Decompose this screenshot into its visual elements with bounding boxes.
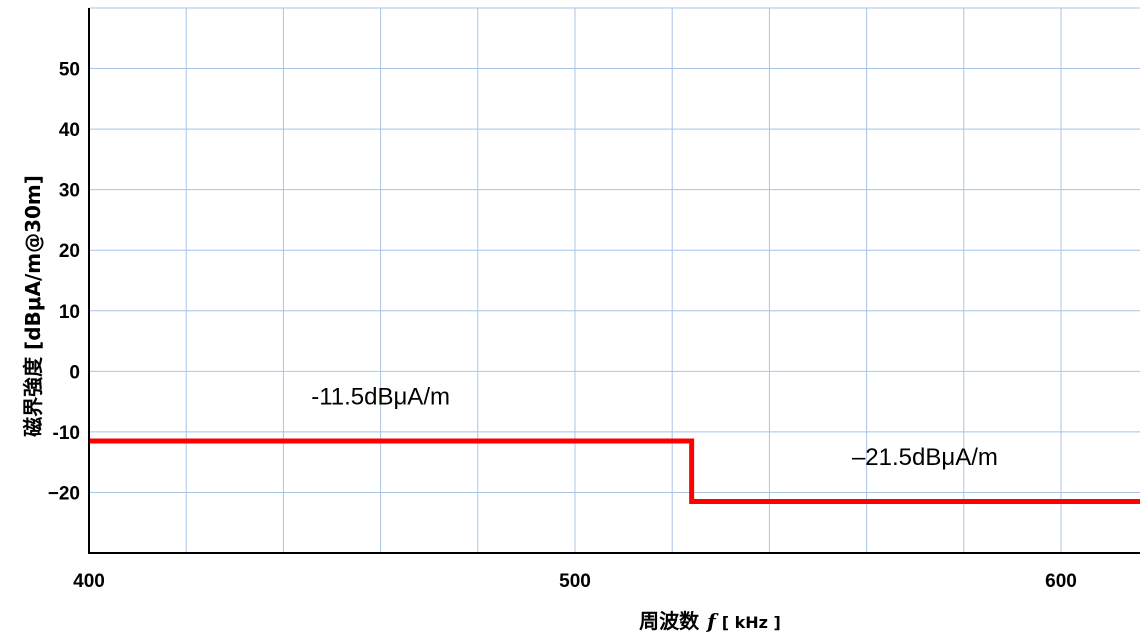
x-axis-label-symbol: f [705, 609, 719, 633]
y-tick-label: 10 [59, 302, 80, 323]
y-tick-label: -10 [53, 423, 80, 444]
series-layer [89, 438, 1140, 505]
x-axis-label-text: 周波数 [639, 609, 700, 633]
annotations: -11.5dBμA/m –21.5dBμA/m [311, 384, 998, 472]
y-tick-label: −20 [48, 483, 80, 504]
series-line [89, 438, 1140, 505]
x-tick-labels: 400 500 600 [73, 571, 1077, 592]
y-tick-label: 30 [59, 181, 80, 202]
x-axis-label: 周波数 f [ kHz ] [639, 609, 781, 633]
grid [89, 7, 1140, 553]
x-axis-label-unit: [ kHz ] [722, 613, 781, 632]
y-axis-label: 磁界強度 [dBμA/m@30m] [21, 175, 45, 437]
x-tick-label: 500 [559, 571, 591, 592]
axes [88, 8, 1140, 554]
annotation-label: -11.5dBμA/m [311, 384, 450, 411]
y-tick-labels: −20 -10 0 10 20 30 40 50 [48, 60, 80, 505]
y-tick-label: 0 [69, 362, 80, 383]
annotation-label: –21.5dBμA/m [852, 444, 998, 471]
x-tick-label: 600 [1045, 571, 1077, 592]
y-tick-label: 50 [59, 60, 80, 81]
y-tick-label: 20 [59, 241, 80, 262]
x-tick-label: 400 [73, 571, 105, 592]
y-tick-label: 40 [59, 120, 80, 141]
